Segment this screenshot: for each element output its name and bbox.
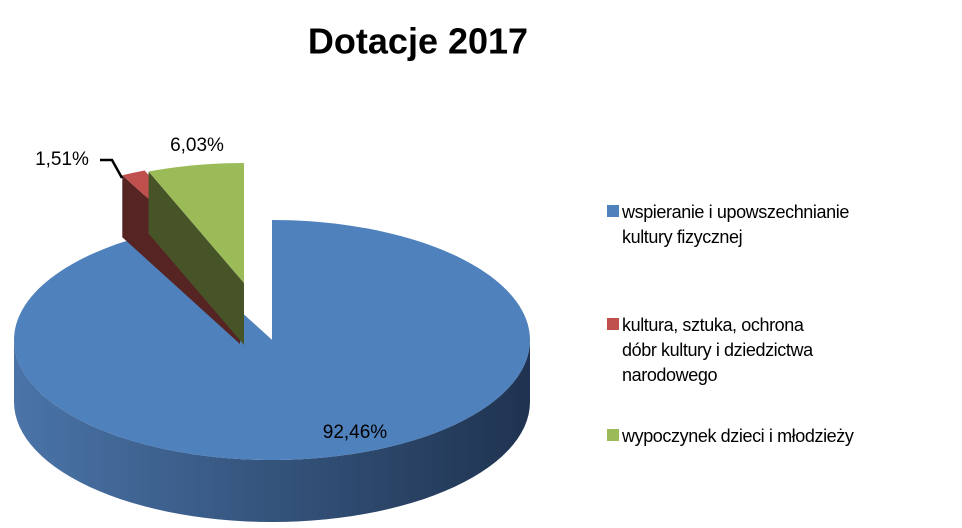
- legend-item: wspieranie i upowszechnianie kultury fiz…: [607, 200, 957, 250]
- data-label: 1,51%: [35, 149, 89, 170]
- legend-label: wspieranie i upowszechnianie kultury fiz…: [622, 202, 849, 247]
- legend-swatch: [607, 205, 619, 217]
- pie-slice: [14, 220, 530, 522]
- data-label: 6,03%: [170, 135, 224, 156]
- legend-label: kultura, sztuka, ochrona dóbr kultury i …: [622, 315, 813, 385]
- legend-label: wypoczynek dzieci i młodzieży: [622, 426, 854, 446]
- legend-item: wypoczynek dzieci i młodzieży: [607, 424, 957, 449]
- pie-slice: [148, 163, 244, 345]
- legend-swatch: [607, 318, 619, 330]
- slice-top: [148, 163, 244, 283]
- legend-item: kultura, sztuka, ochrona dóbr kultury i …: [607, 313, 957, 388]
- slice-wall: [14, 340, 530, 522]
- slice-top: [14, 220, 530, 460]
- legend-swatch: [607, 429, 619, 441]
- chart-title: Dotacje 2017: [308, 21, 528, 62]
- data-label: 92,46%: [323, 422, 388, 443]
- slice-side: [148, 171, 244, 345]
- leader-line: [100, 158, 124, 179]
